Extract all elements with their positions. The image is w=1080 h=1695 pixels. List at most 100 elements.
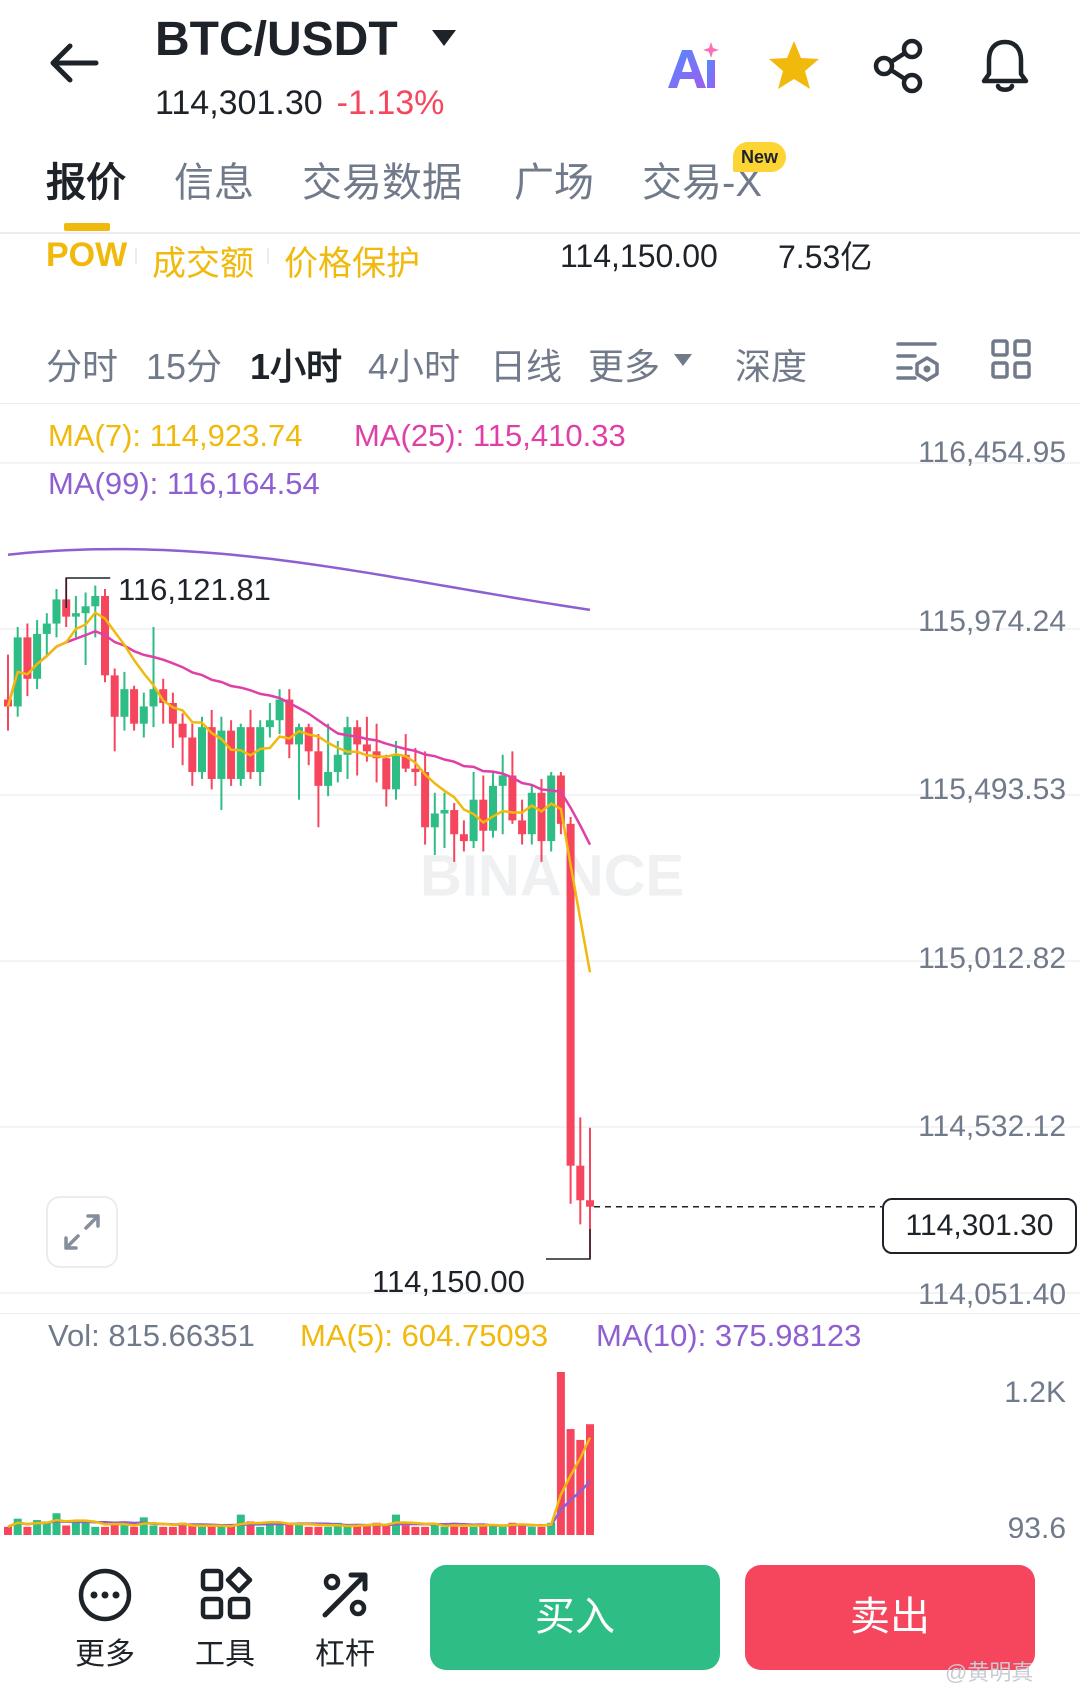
candle-body [527, 792, 536, 835]
volume-bar [527, 1526, 536, 1535]
chevron-down-icon[interactable] [430, 28, 458, 48]
volume-bar [207, 1526, 216, 1535]
tab-trading-data[interactable]: 交易数据 [302, 161, 462, 205]
candle-body [508, 775, 517, 821]
tab-quote[interactable]: 报价 [46, 161, 126, 205]
candle-body [207, 727, 216, 779]
candle-body [168, 702, 177, 724]
indicator-settings-icon[interactable] [895, 338, 941, 382]
candle-body [227, 730, 236, 779]
share-icon[interactable] [870, 36, 930, 96]
interval-time[interactable]: 分时 [46, 346, 119, 387]
candle-body [343, 727, 352, 755]
price-line: 114,301.30 -1.13% [155, 84, 444, 123]
candle-body [285, 699, 294, 745]
bell-icon[interactable] [975, 36, 1035, 96]
volume-bar [227, 1525, 236, 1535]
fullscreen-button[interactable] [46, 1196, 118, 1268]
interval-more[interactable]: 更多 [588, 346, 661, 387]
candle-body [236, 727, 245, 779]
volume-bar [139, 1517, 148, 1535]
volume-bar [401, 1525, 410, 1535]
volume-bar [508, 1522, 517, 1535]
candle-body [265, 720, 274, 728]
y-tick-label: 115,974.24 [918, 605, 1066, 638]
candle-body [130, 689, 139, 724]
candle-body [217, 730, 226, 779]
layout-grid-icon[interactable] [990, 338, 1032, 380]
star-icon[interactable] [764, 36, 824, 96]
leverage-button[interactable]: 杠杆 [285, 1565, 405, 1673]
interval-15m[interactable]: 15分 [146, 346, 223, 387]
tab-info[interactable]: 信息 [174, 161, 254, 205]
tag-price-protection[interactable]: 价格保护 [284, 245, 420, 283]
leverage-label: 杠杆 [315, 1638, 375, 1671]
volume-bar [110, 1524, 119, 1535]
active-tab-indicator [64, 223, 110, 231]
more-button[interactable]: 更多 [45, 1565, 165, 1673]
candle-body [198, 727, 206, 773]
volume-bar [479, 1524, 488, 1535]
last-price: 114,301.30 [155, 84, 323, 122]
volume-bar [62, 1525, 71, 1535]
y-tick-label: 114,532.12 [918, 1110, 1066, 1143]
interval-4h[interactable]: 4小时 [368, 346, 461, 387]
candle-body [23, 637, 32, 679]
candle-body [440, 810, 449, 814]
ma25-line [6, 629, 592, 846]
tag-turnover[interactable]: 成交额 [152, 245, 254, 283]
candle-body [547, 775, 556, 842]
volume-bar [518, 1524, 527, 1535]
candle-body [401, 754, 410, 769]
low-leader-line [546, 1228, 591, 1260]
candle-body [71, 613, 80, 617]
tools-button[interactable]: 工具 [165, 1565, 285, 1673]
candle-body [42, 623, 51, 634]
price-change: -1.13% [336, 84, 445, 122]
pair-title[interactable]: BTC/USDT [155, 13, 398, 66]
volume-bar [71, 1522, 80, 1535]
ma99-legend: MA(99): 116,164.54 [48, 466, 320, 501]
volume-bar [159, 1526, 168, 1535]
volume-bar [23, 1526, 32, 1535]
candle-body [430, 813, 439, 828]
volume-bar [168, 1526, 177, 1535]
new-badge: New [733, 142, 787, 172]
candle-body [178, 723, 187, 738]
candle-body [91, 595, 100, 607]
candle-body [372, 751, 381, 759]
candle-body [421, 772, 430, 828]
ma25-legend: MA(25): 115,410.33 [354, 418, 626, 453]
interval-1h[interactable]: 1小时 [250, 346, 343, 387]
ai-icon[interactable] [662, 36, 722, 96]
volume-bar [91, 1526, 100, 1535]
volume-bar [353, 1525, 362, 1535]
volume-bar [489, 1524, 497, 1535]
candle-body [275, 699, 284, 721]
volume-bar [566, 1429, 575, 1535]
tag-pow[interactable]: POW [46, 236, 128, 274]
sell-button[interactable]: 卖出 [745, 1565, 1035, 1670]
volume-ma10-legend: MA(10): 375.98123 [596, 1318, 862, 1353]
price-chart[interactable]: BINANCE [0, 405, 1080, 1535]
candle-body [362, 744, 371, 752]
chart-watermark: BINANCE [420, 844, 684, 909]
volume-bar [130, 1526, 139, 1535]
interval-depth[interactable]: 深度 [735, 346, 808, 387]
tab-square[interactable]: 广场 [514, 161, 594, 205]
volume-bar [178, 1522, 187, 1535]
high-leader-line [65, 577, 111, 609]
volume-bar [430, 1524, 439, 1535]
buy-button[interactable]: 买入 [430, 1565, 720, 1670]
interval-1d[interactable]: 日线 [490, 346, 563, 387]
candle-body [159, 689, 168, 703]
candle-body [576, 1165, 585, 1201]
volume-bar [556, 1372, 565, 1535]
back-arrow-icon[interactable] [44, 38, 104, 88]
volume-bar [217, 1526, 226, 1535]
high-annotation: 116,121.81 [118, 572, 271, 607]
candle-body [489, 785, 497, 831]
volume-bar [4, 1526, 12, 1535]
chevron-down-icon[interactable] [672, 352, 694, 368]
volume-bar [256, 1526, 265, 1535]
